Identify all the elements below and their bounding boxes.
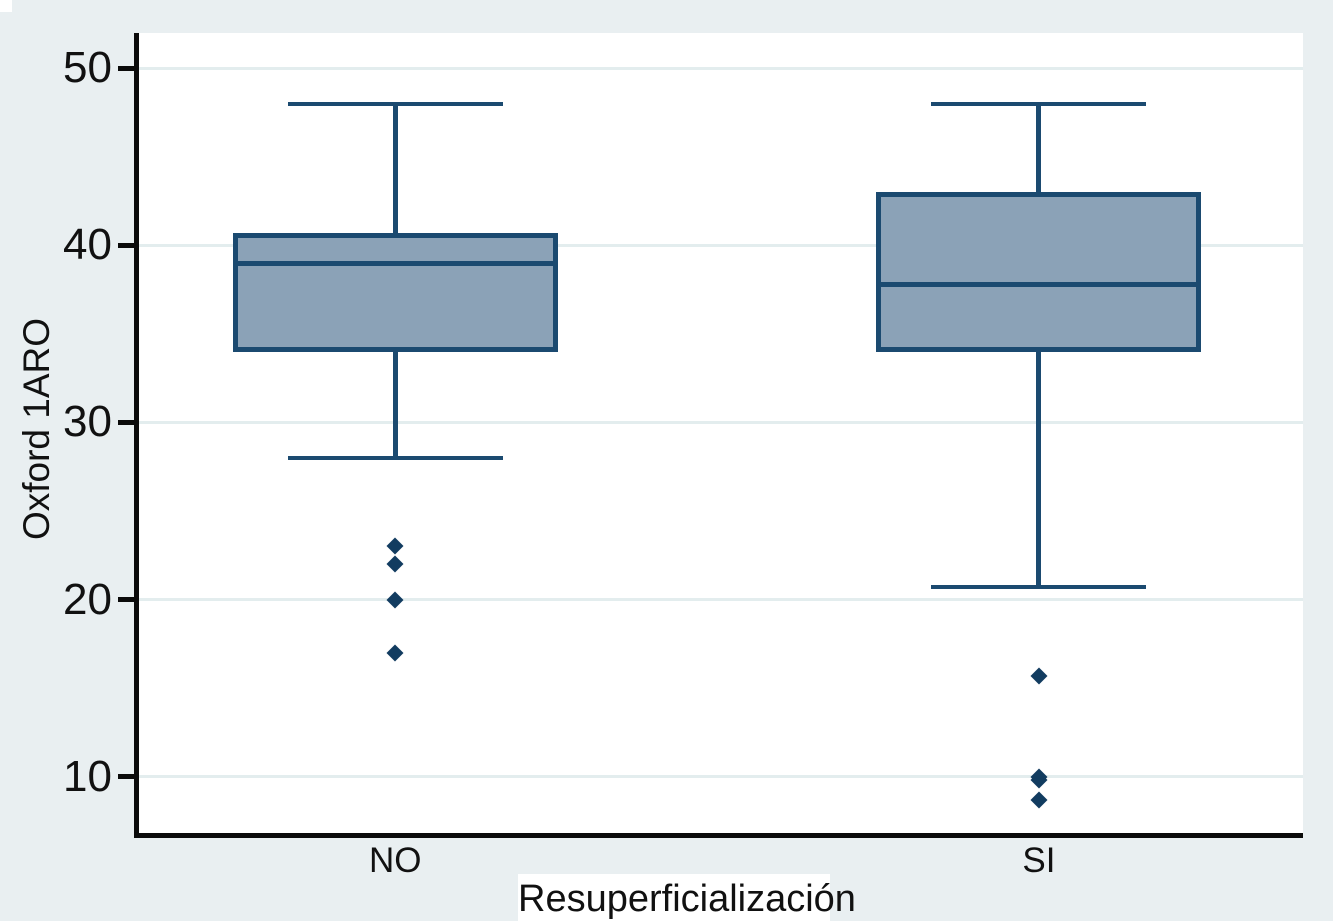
whisker-cap-upper-NO: [287, 101, 503, 106]
outlier-marker-NO-2: [386, 591, 404, 609]
whisker-cap-upper-SI: [931, 101, 1147, 106]
box-SI: [876, 192, 1202, 352]
outlier-marker-SI-3: [1030, 791, 1048, 809]
y-tick-label-20: 20: [63, 574, 112, 624]
whisker-cap-lower-SI: [931, 585, 1147, 590]
y-tick-20: [118, 597, 137, 603]
x-axis-title: Resuperficialización: [518, 874, 856, 921]
whisker-cap-lower-NO: [287, 455, 503, 460]
outlier-marker-NO-0: [386, 537, 404, 555]
y-tick-10: [118, 774, 137, 780]
outlier-marker-NO-1: [386, 555, 404, 573]
y-tick-40: [118, 242, 137, 248]
y-tick-label-10: 10: [63, 751, 112, 801]
whisker-lower-SI: [1036, 351, 1042, 588]
y-axis-title: Oxford 1ARO: [16, 317, 57, 541]
y-tick-label-30: 30: [63, 397, 112, 447]
y-tick-50: [118, 65, 137, 71]
plot-area: [137, 33, 1303, 835]
y-tick-label-50: 50: [63, 43, 112, 93]
whisker-upper-SI: [1036, 103, 1042, 193]
gridline-20: [137, 598, 1303, 602]
outlier-marker-NO-3: [386, 644, 404, 662]
box-NO: [232, 233, 558, 352]
gridline-30: [137, 420, 1303, 424]
corner-artifact: [0, 0, 12, 12]
y-tick-label-40: 40: [63, 220, 112, 270]
y-tick-30: [118, 419, 137, 425]
x-category-label-NO: NO: [369, 841, 422, 880]
whisker-lower-NO: [392, 351, 398, 458]
gridline-10: [137, 775, 1303, 779]
gridline-50: [137, 66, 1303, 70]
y-axis-line: [134, 33, 139, 838]
x-category-label-SI: SI: [1022, 841, 1056, 880]
median-SI: [876, 281, 1202, 287]
median-NO: [232, 260, 558, 266]
x-axis-line: [134, 833, 1303, 838]
whisker-upper-NO: [392, 103, 398, 234]
gridline-40: [137, 243, 1303, 247]
outlier-marker-SI-0: [1030, 667, 1048, 685]
